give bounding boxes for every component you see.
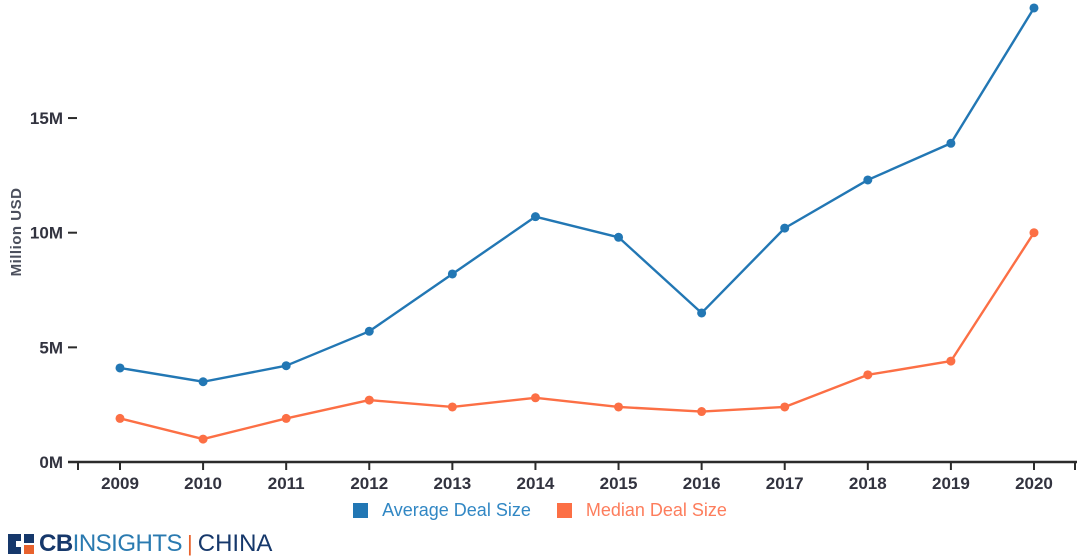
legend-item-average: Average Deal Size	[353, 501, 531, 519]
data-point	[614, 402, 624, 412]
brand-cb-text: CB	[39, 530, 73, 557]
x-tick-label: 2016	[683, 474, 721, 493]
brand-separator: |	[187, 531, 193, 556]
average-series-label: Average Deal Size	[382, 500, 531, 520]
median-series-swatch	[556, 502, 572, 518]
data-point	[614, 232, 624, 242]
data-point	[946, 138, 956, 148]
series-line	[119, 7, 1036, 383]
y-tick-label: 0M	[39, 453, 63, 472]
x-tick-label: 2019	[932, 474, 970, 493]
cbinsights-logo-icon	[8, 533, 34, 554]
data-point	[863, 370, 873, 380]
median-series-label: Median Deal Size	[585, 500, 727, 520]
x-tick-label: 2011	[268, 474, 305, 493]
data-point	[115, 363, 125, 373]
data-point	[364, 395, 374, 405]
data-point	[281, 361, 291, 371]
series-line	[119, 232, 1035, 441]
data-point	[946, 356, 956, 366]
logo-block-bottom-right	[24, 544, 34, 554]
data-point	[780, 402, 790, 412]
deal-size-line-chart: 0M 5M 10M 15M Million USD 2009 2010 2011 2012 201…	[8, 3, 1077, 493]
data-point	[1029, 3, 1039, 13]
data-point	[198, 434, 208, 444]
y-tick-label: 5M	[39, 338, 63, 357]
data-point	[281, 413, 291, 423]
x-tick-label: 2009	[101, 474, 139, 493]
data-point	[697, 407, 707, 417]
data-point	[530, 393, 540, 403]
x-tick-label: 2013	[433, 474, 471, 493]
logo-block-left	[8, 533, 21, 554]
x-tick-label: 2017	[766, 474, 804, 493]
data-point	[364, 326, 374, 336]
data-point	[198, 377, 208, 387]
x-tick-label: 2018	[849, 474, 887, 493]
x-tick-label: 2012	[350, 474, 388, 493]
data-point	[447, 402, 457, 412]
brand-wordmark: CBINSIGHTS | CHINA	[39, 530, 273, 557]
logo-block-top-right	[24, 533, 34, 543]
data-point	[1029, 228, 1039, 238]
brand-region-text: CHINA	[197, 530, 273, 557]
legend-item-median: Median Deal Size	[556, 500, 727, 520]
chart-legend: Average Deal Size Median Deal Size	[0, 501, 1080, 519]
y-axis-title: Million USD	[8, 188, 25, 277]
data-point	[530, 212, 540, 222]
data-point	[697, 308, 707, 318]
brand-insights-text: INSIGHTS	[72, 530, 183, 557]
brand-footer: CBINSIGHTS | CHINA	[8, 530, 273, 557]
x-tick-label: 2010	[184, 474, 222, 493]
y-tick-label: 10M	[30, 224, 63, 243]
data-point	[863, 175, 873, 185]
x-tick-label: 2020	[1015, 474, 1053, 493]
y-tick-label: 15M	[30, 109, 63, 128]
average-series-swatch	[353, 502, 369, 518]
data-point	[115, 413, 125, 423]
data-point	[780, 223, 790, 233]
x-tick-label: 2014	[517, 474, 555, 493]
x-tick-label: 2015	[600, 474, 638, 493]
data-point	[447, 269, 457, 279]
